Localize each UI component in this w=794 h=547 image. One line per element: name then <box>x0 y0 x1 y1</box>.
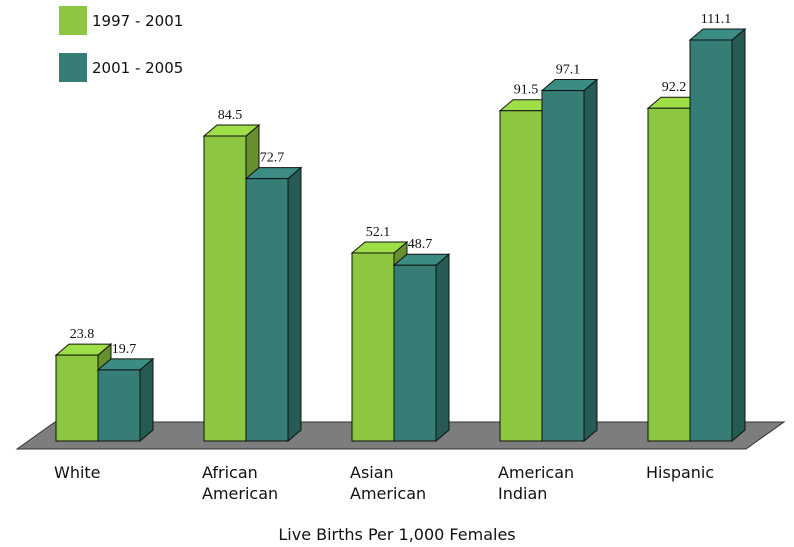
bars-group: 23.8 19.7 84.5 72.7 52.1 48.7 91.5 97.1 92.2 111.… <box>54 12 747 443</box>
category-label-2: African American <box>202 463 278 503</box>
bar-front <box>245 178 289 442</box>
value-label-2-4: 97.1 <box>556 63 581 78</box>
bar-2-4 <box>540 78 599 443</box>
bar-front <box>393 264 437 442</box>
bar-2-2 <box>244 166 303 443</box>
bar-front <box>55 354 99 442</box>
bar-side <box>139 357 154 443</box>
x-axis-label: Live Births Per 1,000 Females <box>278 525 515 544</box>
category-label-5: Hispanic <box>646 463 714 482</box>
value-label-2-2: 72.7 <box>260 151 285 166</box>
bar-front <box>541 90 585 442</box>
value-label-1-2: 84.5 <box>218 108 243 123</box>
legend-swatch-1 <box>59 6 87 35</box>
category-label-1: White <box>54 463 101 482</box>
value-label-2-1: 19.7 <box>112 342 137 357</box>
category-labels: White African American Asian American America… <box>54 463 714 503</box>
bar-side <box>583 78 598 443</box>
bar-front <box>499 110 543 442</box>
bar-front <box>203 135 247 442</box>
bar-side <box>287 166 302 443</box>
value-label-2-3: 48.7 <box>408 237 433 252</box>
value-label-1-4: 91.5 <box>514 83 539 98</box>
bar-front <box>351 252 395 442</box>
bar-side <box>435 253 450 443</box>
category-label-4: American Indian <box>498 463 574 503</box>
category-label-3: Asian American <box>350 463 426 503</box>
legend: 1997 - 2001 2001 - 2005 <box>59 6 183 82</box>
bar-2-1 <box>96 357 155 443</box>
value-label-1-3: 52.1 <box>366 225 391 240</box>
bar-front <box>689 39 733 442</box>
value-label-1-5: 92.2 <box>662 80 687 95</box>
legend-label-1: 1997 - 2001 <box>92 12 183 30</box>
legend-label-2: 2001 - 2005 <box>92 59 183 77</box>
legend-swatch-2 <box>59 53 87 82</box>
value-label-1-1: 23.8 <box>70 327 95 342</box>
bar-2-3 <box>392 253 451 443</box>
bar-front <box>97 369 141 442</box>
bar-side <box>731 27 746 443</box>
bar-front <box>647 107 691 442</box>
bar-2-5 <box>688 27 747 443</box>
value-label-2-5: 111.1 <box>701 12 731 27</box>
